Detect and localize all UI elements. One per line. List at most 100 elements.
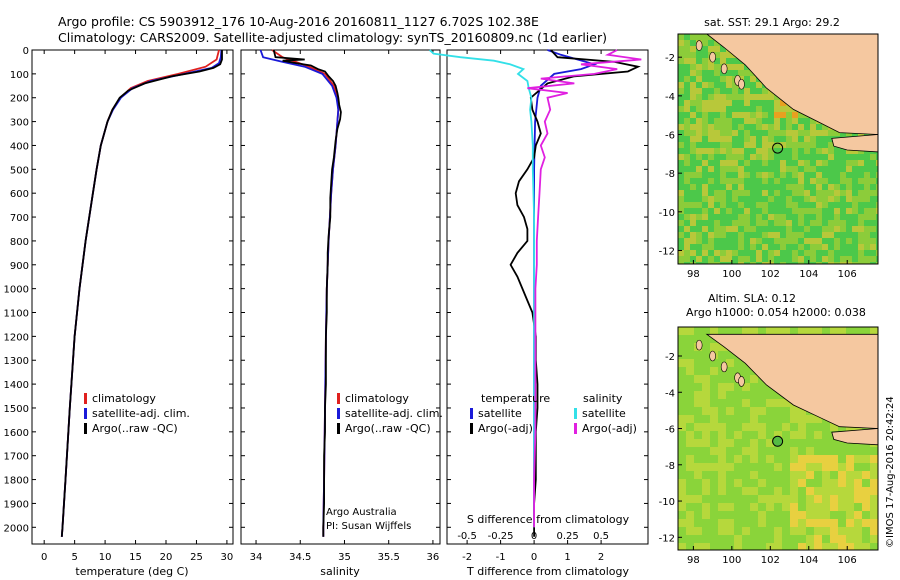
map-cell [678, 142, 684, 148]
map-cell [758, 487, 766, 495]
map-cell [694, 471, 702, 479]
map-cell [710, 543, 718, 550]
map-cell [834, 208, 840, 214]
map-cell [762, 88, 768, 94]
map-cell [858, 172, 864, 178]
map-cell [862, 455, 870, 463]
map-cell [798, 503, 806, 511]
map-cell [864, 154, 870, 160]
island [738, 78, 745, 90]
map-cell [768, 172, 774, 178]
map-cell [750, 76, 756, 82]
map-cell [766, 407, 774, 415]
map-cell [822, 439, 830, 447]
map-cell [720, 178, 726, 184]
map-cell [816, 202, 822, 208]
map-cell [696, 184, 702, 190]
map-cell [732, 70, 738, 76]
map-cell [684, 64, 690, 70]
map-cell [732, 106, 738, 112]
map-cell [804, 196, 810, 202]
map-cell [828, 196, 834, 202]
map-cell [756, 196, 762, 202]
map-cell [714, 148, 720, 154]
map-cell [744, 100, 750, 106]
map-cell [720, 112, 726, 118]
map-cell [822, 463, 830, 471]
map-cell [838, 447, 846, 455]
map-cell [686, 447, 694, 455]
map-cell [762, 226, 768, 232]
map-cell [696, 196, 702, 202]
x-tick-label: 100 [722, 555, 741, 566]
map-cell [854, 447, 862, 455]
map-cell [714, 202, 720, 208]
map-cell [762, 160, 768, 166]
map-cell [768, 202, 774, 208]
map-cell [726, 148, 732, 154]
s-tick-label: -0.25 [488, 531, 514, 542]
map-cell [790, 471, 798, 479]
map-cell [858, 166, 864, 172]
map-cell [864, 262, 870, 264]
map-cell [690, 154, 696, 160]
map-cell [750, 439, 758, 447]
map-cell [762, 130, 768, 136]
map-cell [742, 367, 750, 375]
map-cell [762, 196, 768, 202]
map-cell [744, 148, 750, 154]
map-cell [742, 463, 750, 471]
map-cell [870, 238, 876, 244]
map-cell [684, 106, 690, 112]
map-cell [720, 124, 726, 130]
map-cell [734, 527, 742, 535]
map-cell [718, 503, 726, 511]
x-tick-label: 106 [838, 269, 857, 280]
map-cell [720, 136, 726, 142]
map-cell [714, 166, 720, 172]
map-cell [834, 238, 840, 244]
y-tick-label: -2 [665, 352, 675, 363]
imos-credit: ©IMOS 17-Aug-2016 20:42:24 [885, 396, 896, 548]
map-cell [822, 166, 828, 172]
map-cell [774, 511, 782, 519]
map-cell [870, 160, 876, 166]
map-cell [744, 256, 750, 262]
map-cell [822, 202, 828, 208]
map-cell [774, 463, 782, 471]
map-cell [774, 166, 780, 172]
map-cell [774, 487, 782, 495]
map-cell [822, 148, 828, 154]
map-cell [816, 190, 822, 196]
map-cell [686, 335, 694, 343]
y-tick-label: 900 [10, 261, 29, 272]
map-cell [792, 136, 798, 142]
map-cell [742, 535, 750, 543]
map-cell [792, 250, 798, 256]
map-cell [694, 543, 702, 550]
legend-swatch [84, 393, 87, 404]
map-cell [838, 471, 846, 479]
map-cell [830, 527, 838, 535]
map-cell [758, 511, 766, 519]
map-cell [686, 439, 694, 447]
map-cell [766, 495, 774, 503]
map-cell [708, 226, 714, 232]
map-cell [734, 511, 742, 519]
map-cell [822, 455, 830, 463]
map-cell [744, 190, 750, 196]
map-cell [816, 148, 822, 154]
map-cell [708, 208, 714, 214]
map-cell [846, 447, 854, 455]
map-cell [768, 112, 774, 118]
map-cell [768, 148, 774, 154]
map-cell [822, 196, 828, 202]
map-cell [766, 423, 774, 431]
map-cell [806, 479, 814, 487]
map-cell [738, 130, 744, 136]
y-tick-label: 100 [10, 70, 29, 81]
map-cell [702, 160, 708, 166]
map-cell [726, 58, 732, 64]
map-cell [726, 130, 732, 136]
y-tick-label: -12 [659, 246, 675, 257]
